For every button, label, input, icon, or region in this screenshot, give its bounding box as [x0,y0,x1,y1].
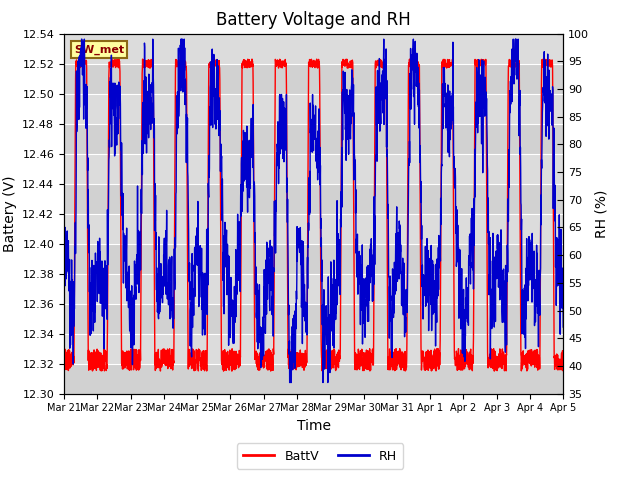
Legend: BattV, RH: BattV, RH [237,444,403,469]
Y-axis label: Battery (V): Battery (V) [3,175,17,252]
Bar [64,303,563,334]
Bar [64,243,563,274]
Bar [64,183,563,214]
Bar [64,363,563,394]
Y-axis label: RH (%): RH (%) [595,190,609,238]
Bar [64,63,563,94]
Text: SW_met: SW_met [74,44,124,55]
Bar [64,123,563,154]
Title: Battery Voltage and RH: Battery Voltage and RH [216,11,411,29]
X-axis label: Time: Time [296,419,331,433]
